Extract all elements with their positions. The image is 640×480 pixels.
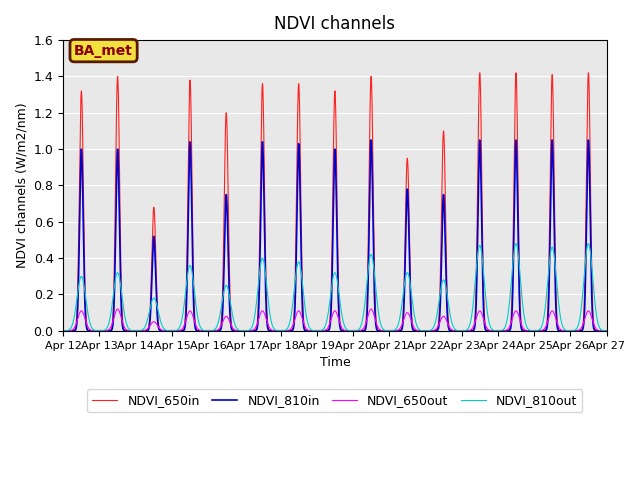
NDVI_810in [603,328,611,334]
NDVI_810out [117,284,125,290]
Legend: NDVI_650in, NDVI_810in, NDVI_650out, NDVI_810out: NDVI_650in, NDVI_810in, NDVI_650out, NDV… [88,389,582,412]
NDVI_650out [603,328,611,334]
NDVI_650out [117,314,125,320]
NDVI_810out [125,326,132,332]
NDVI_650out [114,306,122,312]
NDVI_650in [479,274,487,280]
NDVI_810in [436,310,444,316]
NDVI_650in [125,328,132,334]
NDVI_810out [242,328,250,334]
NDVI_650in [436,295,444,300]
NDVI_810in [242,328,250,334]
Y-axis label: NDVI channels (W/m2/nm): NDVI channels (W/m2/nm) [15,103,28,268]
NDVI_650in [321,328,329,334]
NDVI_650in [603,328,611,334]
NDVI_650out [125,328,132,334]
Text: BA_met: BA_met [74,44,133,58]
NDVI_650in [117,262,125,267]
Line: NDVI_810in: NDVI_810in [63,140,607,331]
NDVI_810out [436,293,444,299]
NDVI_810in [367,137,375,143]
NDVI_810out [60,328,67,334]
Line: NDVI_650in: NDVI_650in [63,73,607,331]
Line: NDVI_650out: NDVI_650out [63,309,607,331]
Title: NDVI channels: NDVI channels [275,15,396,33]
NDVI_650out [242,328,250,334]
NDVI_650in [60,328,67,334]
NDVI_810in [321,328,329,334]
NDVI_650out [479,315,487,321]
NDVI_810in [117,292,125,298]
NDVI_650in [242,328,250,334]
NDVI_810out [479,265,487,271]
X-axis label: Time: Time [319,356,350,369]
NDVI_650out [60,328,67,334]
NDVI_810in [60,328,67,334]
NDVI_810in [125,328,132,334]
Line: NDVI_810out: NDVI_810out [63,244,607,331]
NDVI_810out [603,328,611,334]
NDVI_810in [479,299,487,305]
NDVI_650out [436,319,444,325]
NDVI_810out [321,323,329,328]
NDVI_650in [476,70,484,76]
NDVI_650out [322,327,330,333]
NDVI_810out [512,241,520,247]
